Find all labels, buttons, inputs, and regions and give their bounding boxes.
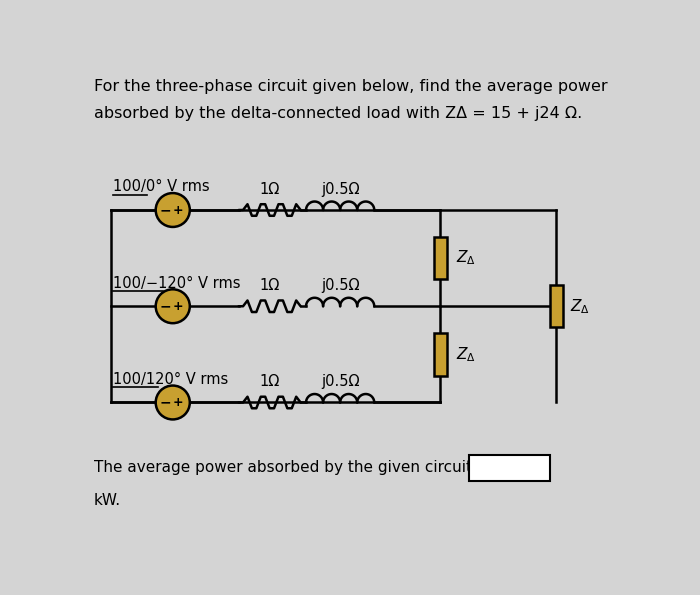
Circle shape [155, 193, 190, 227]
Text: 100/120° V rms: 100/120° V rms [113, 372, 228, 387]
Circle shape [155, 289, 190, 323]
Bar [433, 333, 447, 375]
Text: +: + [173, 300, 183, 313]
Text: +: + [173, 396, 183, 409]
Bar [550, 285, 563, 327]
Text: For the three-phase circuit given below, find the average power: For the three-phase circuit given below,… [94, 79, 608, 94]
Text: 1Ω: 1Ω [260, 182, 280, 197]
Text: j0.5Ω: j0.5Ω [321, 374, 359, 389]
Text: $Z_\Delta$: $Z_\Delta$ [456, 345, 475, 364]
Text: 1Ω: 1Ω [260, 278, 280, 293]
Text: absorbed by the delta-connected load with ZΔ = 15 + j24 Ω.: absorbed by the delta-connected load wit… [94, 106, 582, 121]
Text: 100/0° V rms: 100/0° V rms [113, 180, 210, 195]
Circle shape [155, 386, 190, 419]
Text: j0.5Ω: j0.5Ω [321, 278, 359, 293]
Bar [469, 455, 550, 481]
Text: The average power absorbed by the given circuit is: The average power absorbed by the given … [94, 461, 489, 475]
Text: −: − [159, 203, 171, 217]
Bar [433, 237, 447, 279]
Text: 100/−120° V rms: 100/−120° V rms [113, 275, 241, 290]
Text: 1Ω: 1Ω [260, 374, 280, 389]
Text: $Z_\Delta$: $Z_\Delta$ [456, 249, 475, 268]
Text: kW.: kW. [94, 493, 121, 508]
Text: −: − [159, 396, 171, 409]
Text: +: + [173, 203, 183, 217]
Text: j0.5Ω: j0.5Ω [321, 182, 359, 197]
Text: $Z_\Delta$: $Z_\Delta$ [570, 297, 590, 315]
Text: −: − [159, 299, 171, 313]
